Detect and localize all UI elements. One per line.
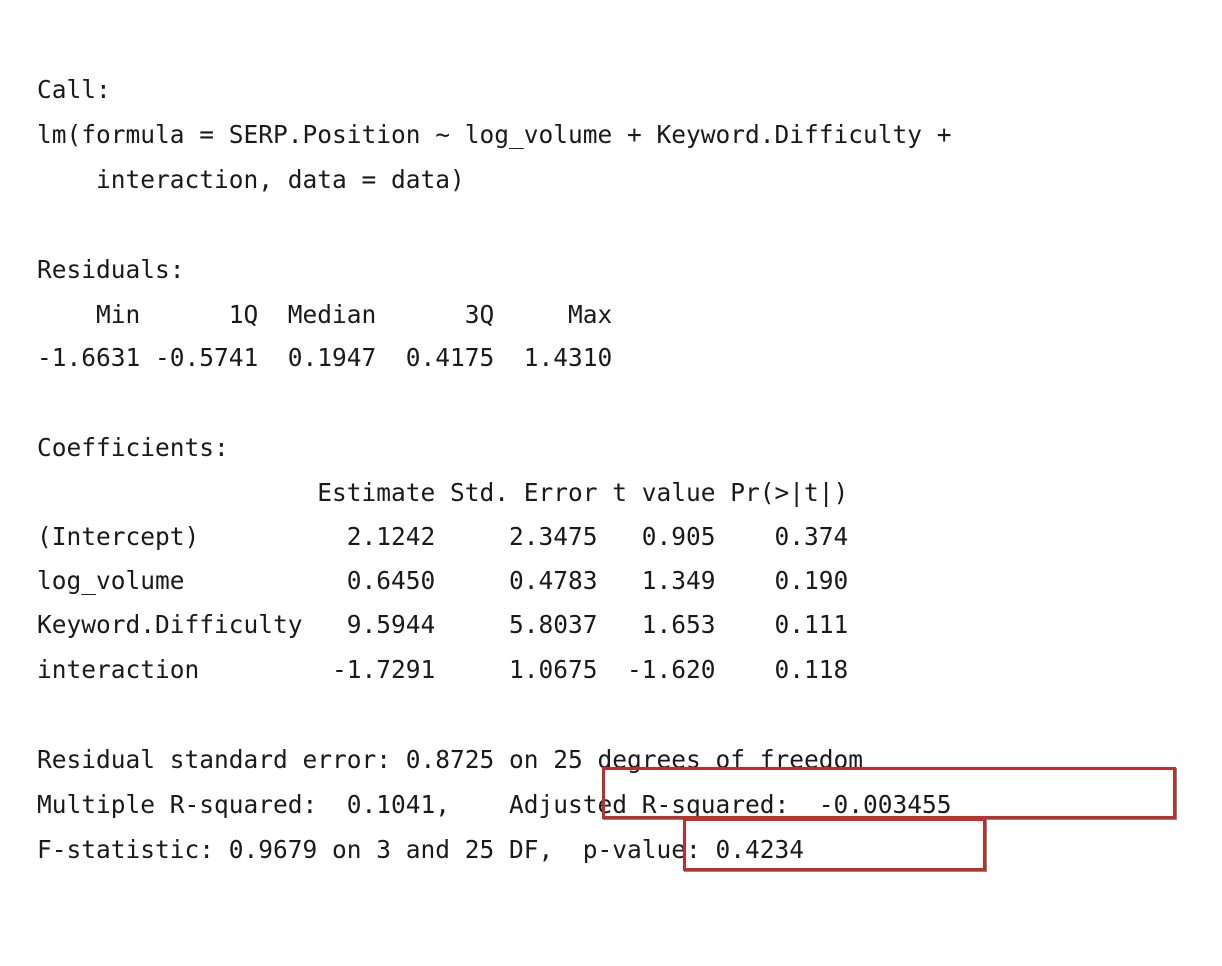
coefficients-header: Estimate Std. Error t value Pr(>|t|) bbox=[37, 478, 849, 507]
coefficient-row-keyword-difficulty: Keyword.Difficulty 9.5944 5.8037 1.653 0… bbox=[37, 610, 849, 639]
r-console-output: Call: lm(formula = SERP.Position ~ log_v… bbox=[37, 0, 952, 864]
call-label: Call: bbox=[37, 75, 111, 104]
call-formula-line2: interaction, data = data) bbox=[37, 165, 465, 194]
residuals-values: -1.6631 -0.5741 0.1947 0.4175 1.4310 bbox=[37, 343, 628, 372]
coefficient-row-interaction: interaction -1.7291 1.0675 -1.620 0.118 bbox=[37, 655, 849, 684]
f-statistic-line: F-statistic: 0.9679 on 3 and 25 DF, p-va… bbox=[37, 835, 805, 864]
adjusted-r-squared-highlight bbox=[602, 767, 1176, 819]
p-value-highlight bbox=[683, 818, 986, 871]
r-squared-line: Multiple R-squared: 0.1041, Adjusted R-s… bbox=[37, 790, 967, 819]
residuals-label: Residuals: bbox=[37, 255, 185, 284]
coefficient-row-log-volume: log_volume 0.6450 0.4783 1.349 0.190 bbox=[37, 566, 849, 595]
coefficient-row-intercept: (Intercept) 2.1242 2.3475 0.905 0.374 bbox=[37, 522, 849, 551]
residuals-header: Min 1Q Median 3Q Max bbox=[37, 300, 628, 329]
call-formula-line1: lm(formula = SERP.Position ~ log_volume … bbox=[37, 120, 952, 149]
coefficients-label: Coefficients: bbox=[37, 433, 229, 462]
